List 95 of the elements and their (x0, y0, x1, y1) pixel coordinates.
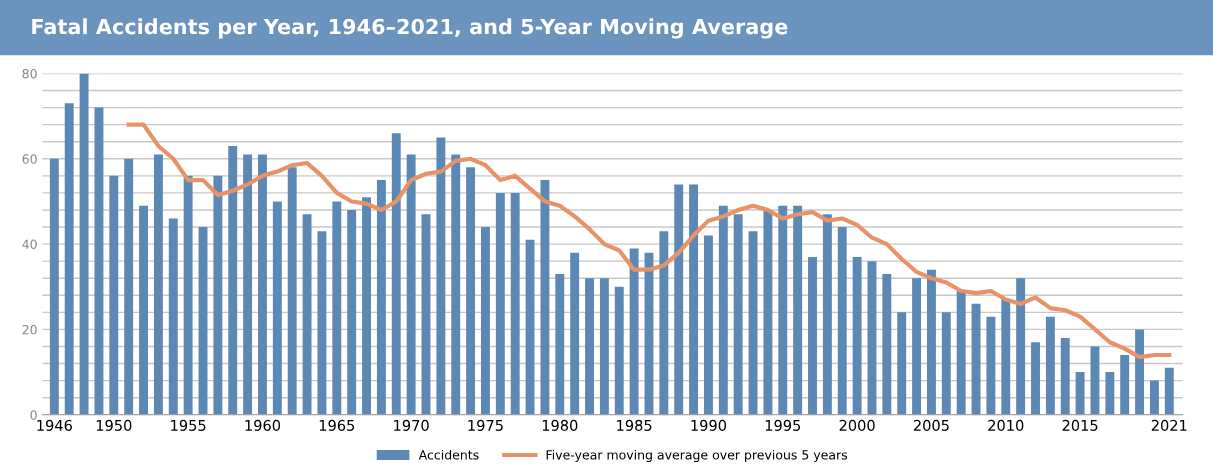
legend-label: Accidents (418, 449, 479, 460)
bar (1105, 372, 1115, 415)
bar (391, 133, 401, 415)
bar (585, 278, 594, 415)
x-tick-label: 1965 (319, 419, 355, 431)
y-tick-label: 20 (22, 324, 37, 335)
bar (793, 205, 803, 415)
x-tick-label: 1975 (468, 419, 503, 431)
bar (347, 209, 357, 415)
line-series (126, 122, 1172, 360)
bar (168, 218, 178, 415)
bar (79, 73, 89, 415)
bar (1164, 367, 1174, 415)
bar (1016, 278, 1026, 415)
bar (926, 269, 936, 415)
bar (733, 214, 743, 415)
bar (1031, 342, 1040, 415)
bar (1120, 355, 1130, 415)
bar (64, 103, 74, 415)
bar (272, 201, 282, 415)
x-tick-label: 2021 (1151, 419, 1187, 431)
bar (1075, 372, 1085, 415)
bar (139, 205, 148, 415)
bar (1135, 329, 1145, 415)
bar (659, 231, 669, 415)
bar (332, 201, 342, 415)
bar (703, 235, 713, 415)
bar (525, 239, 535, 415)
bar (822, 214, 832, 415)
bar (258, 154, 267, 415)
bar (956, 291, 966, 415)
bar (228, 145, 238, 415)
bar (570, 252, 580, 415)
bar (689, 184, 699, 415)
bar (451, 154, 461, 415)
x-tick-label: 2000 (839, 419, 875, 431)
bar (674, 184, 684, 415)
x-tick-label: 1995 (765, 419, 801, 431)
bar (763, 209, 773, 415)
bar (1149, 380, 1159, 415)
x-tick-label: 1980 (542, 419, 578, 431)
x-tick-label: 2015 (1062, 419, 1098, 431)
bar (629, 248, 639, 415)
bar (362, 197, 371, 415)
bar (49, 158, 59, 415)
x-tick-label: 1955 (171, 419, 206, 431)
y-tick-label: 80 (22, 68, 37, 79)
bar (1045, 316, 1055, 415)
bar (302, 214, 312, 415)
x-tick-label: 1960 (245, 419, 281, 431)
bar (94, 107, 104, 415)
bar (317, 231, 327, 415)
y-tick-label: 40 (22, 239, 37, 250)
bar (124, 158, 134, 415)
x-tick-label: 1950 (96, 419, 132, 431)
bar (183, 175, 193, 415)
bar (109, 175, 119, 415)
chart-title: Fatal Accidents per Year, 1946–2021, and 5-Year Moving Average (32, 18, 788, 39)
bar (495, 192, 505, 415)
bar (837, 227, 847, 415)
x-tick-label: 1970 (394, 419, 429, 431)
bar (213, 175, 223, 415)
bar (1060, 337, 1070, 415)
bar (406, 154, 416, 415)
bar (243, 154, 253, 415)
bar (897, 312, 907, 415)
bar (748, 231, 758, 415)
bar (808, 256, 817, 415)
bar (718, 205, 728, 415)
y-tick-label: 0 (30, 410, 37, 420)
bar (510, 192, 520, 415)
bar (376, 180, 386, 415)
x-tick-label: 1985 (617, 419, 652, 431)
x-tick-label: 1946 (37, 419, 72, 431)
bar (778, 205, 788, 415)
bar (481, 227, 490, 415)
legend-label: Five-year moving average over previous 5 years (546, 449, 848, 462)
bar (912, 278, 922, 415)
x-tick-label: 2005 (913, 419, 949, 431)
bar (287, 167, 297, 415)
bar (986, 316, 996, 415)
bar (1001, 299, 1011, 415)
bar (436, 137, 446, 415)
y-tick-label: 60 (22, 154, 37, 164)
bar (941, 312, 951, 415)
x-tick-label: 2010 (988, 419, 1024, 431)
bar (852, 256, 862, 415)
bar (466, 167, 476, 415)
bar (882, 273, 892, 415)
bar (614, 286, 624, 415)
bar (540, 180, 550, 415)
bar (599, 278, 609, 415)
bar (555, 273, 565, 415)
bar (153, 154, 163, 415)
x-tick-label: 1990 (691, 419, 727, 431)
